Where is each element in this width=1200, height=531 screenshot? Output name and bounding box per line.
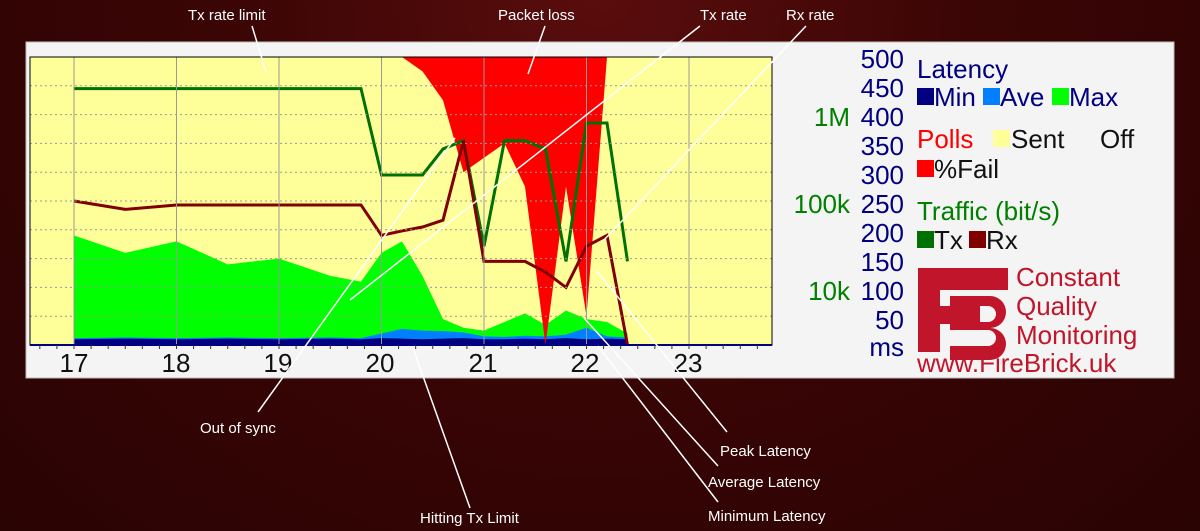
latency-tick-label: 350 [861, 131, 904, 161]
annotation-peak-latency: Peak Latency [720, 443, 811, 460]
logo-b-shape [950, 296, 1006, 360]
pointer-minimum-latency [597, 345, 719, 503]
annotation-labels: Tx rate limit Packet loss Tx rate Rx rat… [188, 7, 834, 527]
x-tick-label: 17 [60, 348, 89, 378]
traffic-tick-label: 10k [808, 276, 851, 306]
brand-line1: Constant [1016, 262, 1121, 292]
pointer-tx-rate [349, 25, 701, 301]
legend-fail-label: %Fail [934, 154, 999, 184]
pointer-hitting-tx-limit [412, 347, 471, 509]
rx-rate-line [73, 140, 629, 345]
x-tick-label: 20 [366, 348, 395, 378]
pointer-packet-loss [527, 25, 546, 75]
pointer-rx-rate [603, 25, 807, 241]
legend-swatch-rx [969, 231, 986, 248]
logo-f-shape [918, 268, 1008, 352]
brand-url: www.FireBrick.uk [916, 348, 1117, 378]
legend-max-label: Max [1069, 82, 1118, 112]
packet-loss-area [74, 57, 628, 345]
legend-swatch-fail [917, 160, 934, 177]
pointer-average-latency [583, 317, 719, 467]
legend-traffic-title: Traffic (bit/s) [917, 196, 1060, 226]
latency-tick-label: 500 [861, 44, 904, 74]
brand-text: Constant Quality Monitoring www.FireBric… [916, 262, 1137, 378]
latency-tick-label: 250 [861, 189, 904, 219]
legend-swatch-sent [993, 130, 1010, 147]
latency-min-area [74, 338, 628, 345]
tx-rate-line [74, 87, 629, 262]
latency-tick-label: 400 [861, 102, 904, 132]
legend-swatch-tx [917, 231, 934, 248]
x-tick-label: 18 [162, 348, 191, 378]
annotation-pointers [251, 25, 807, 509]
x-tick-marks [39, 345, 758, 349]
traffic-axis: 1M 100k 10k [794, 102, 851, 306]
latency-tick-label: 450 [861, 73, 904, 103]
latency-tick-label: 50 [875, 305, 904, 335]
legend-rx-label: Rx [986, 225, 1018, 255]
legend-min-label: Min [934, 82, 976, 112]
traffic-tick-label: 1M [814, 102, 850, 132]
x-tick-label: 22 [571, 348, 600, 378]
annotation-average-latency: Average Latency [708, 474, 821, 491]
annotation-minimum-latency: Minimum Latency [708, 508, 826, 525]
annotation-rx-rate: Rx rate [786, 7, 834, 24]
firebrick-logo [918, 268, 1008, 360]
annotation-tx-rate-limit: Tx rate limit [188, 7, 266, 24]
latency-unit-label: ms [869, 332, 904, 362]
latency-max-area [74, 235, 628, 345]
pointer-tx-rate-limit [251, 25, 267, 73]
x-tick-label: 21 [469, 348, 498, 378]
latency-tick-label: 300 [861, 160, 904, 190]
legend: Latency Min Ave Max Polls Sent Off %Fail… [917, 54, 1135, 255]
legend-swatch-ave [983, 88, 1000, 105]
legend-polls-title: Polls [917, 124, 973, 154]
latency-tick-label: 200 [861, 218, 904, 248]
legend-swatch-max [1052, 88, 1069, 105]
annotation-tx-rate: Tx rate [700, 7, 747, 24]
x-tick-label: 19 [264, 348, 293, 378]
brand-line3: Monitoring [1016, 320, 1137, 350]
latency-tick-label: 150 [861, 247, 904, 277]
legend-off-label: Off [1100, 124, 1135, 154]
legend-swatch-min [917, 88, 934, 105]
annotation-out-of-sync: Out of sync [200, 420, 276, 437]
legend-latency-title: Latency [917, 54, 1008, 84]
latency-axis: 500 450 400 350 300 250 200 150 100 50 m… [861, 44, 904, 362]
chart-series-layer [73, 57, 629, 345]
annotation-packet-loss: Packet loss [498, 7, 575, 24]
legend-sent-label: Sent [1011, 124, 1065, 154]
legend-ave-label: Ave [1000, 82, 1044, 112]
pointer-peak-latency [595, 269, 728, 433]
legend-tx-label: Tx [934, 225, 963, 255]
traffic-tick-label: 100k [794, 189, 851, 219]
annotation-hitting-tx-limit: Hitting Tx Limit [420, 510, 520, 527]
x-tick-label: 23 [674, 348, 703, 378]
pointer-out-of-sync [257, 137, 456, 413]
brand-line2: Quality [1016, 291, 1097, 321]
latency-tick-label: 100 [861, 276, 904, 306]
